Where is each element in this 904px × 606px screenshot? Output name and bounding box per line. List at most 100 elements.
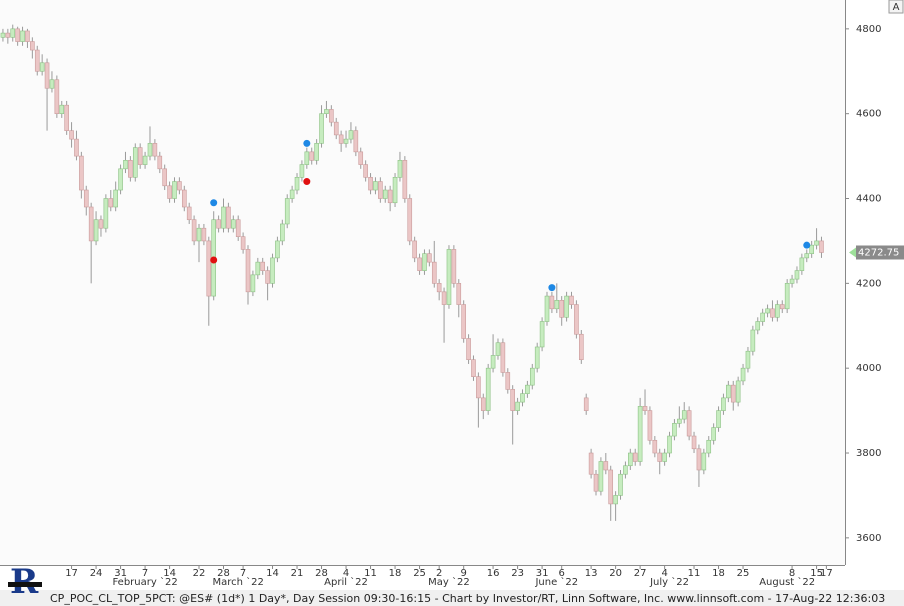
candle-body <box>809 244 814 254</box>
candle-body <box>672 423 677 437</box>
y-tick-label: 4600 <box>856 109 881 120</box>
candle-body <box>480 397 486 411</box>
candle-body <box>270 257 275 284</box>
candle-body <box>588 452 594 475</box>
candle-body <box>304 151 310 165</box>
candle-body <box>216 219 221 229</box>
candle-body <box>529 367 535 386</box>
x-tick-label: 22 <box>193 568 206 579</box>
y-tick-label: 4200 <box>856 278 881 289</box>
candle-body <box>167 185 172 199</box>
corner-button-label[interactable]: A <box>893 2 900 13</box>
candle-body <box>319 113 324 144</box>
candle-body <box>456 283 462 305</box>
signal-dot <box>210 199 218 207</box>
last-price-pointer <box>849 247 856 258</box>
x-tick-label: 28 <box>217 568 230 579</box>
candle-body <box>686 410 692 437</box>
candle-body <box>760 312 765 322</box>
candle-body <box>466 338 471 360</box>
signal-dot <box>303 178 311 186</box>
x-tick-label: 14 <box>266 568 279 579</box>
candle-body <box>681 410 687 420</box>
x-tick-label: 7 <box>240 568 246 579</box>
candle-body <box>289 189 295 199</box>
candle-body <box>784 283 790 310</box>
candle-body <box>255 261 261 276</box>
candle-body <box>250 274 256 293</box>
x-tick-label: 20 <box>609 568 622 579</box>
candle-body <box>231 219 236 229</box>
candle-body <box>30 41 35 51</box>
candle-body <box>59 104 65 114</box>
candle-body <box>64 104 69 131</box>
candle-body <box>98 219 104 229</box>
candle-body <box>177 181 182 191</box>
x-tick-label: 28 <box>315 568 328 579</box>
candle-body <box>520 393 525 403</box>
candle-body <box>490 355 496 369</box>
signal-dot <box>548 284 556 292</box>
candle-body <box>392 177 398 204</box>
candle-body <box>608 469 614 505</box>
x-tick-label: 16 <box>487 568 500 579</box>
x-tick-label: 25 <box>413 568 426 579</box>
candle-body <box>525 384 530 394</box>
candle-body <box>476 376 481 399</box>
candle-body <box>226 206 231 229</box>
candle-body <box>54 79 60 114</box>
x-tick-label: 17 <box>65 568 78 579</box>
x-tick-label: 11 <box>688 568 701 579</box>
candle-body <box>711 427 716 441</box>
candle-body <box>618 473 623 496</box>
candle-body <box>647 410 653 441</box>
candle-body <box>534 346 540 369</box>
candle-body <box>579 333 584 360</box>
candle-body <box>539 321 545 348</box>
candle-body <box>510 389 515 411</box>
candle-body <box>417 257 422 271</box>
y-tick-label: 4800 <box>856 24 881 35</box>
candle-body <box>495 342 501 356</box>
signal-dot <box>303 139 311 147</box>
corner-button[interactable] <box>888 0 904 14</box>
candle-body <box>677 418 682 424</box>
candle-body <box>735 380 741 403</box>
candle-body <box>108 198 114 208</box>
candle-body <box>142 155 148 165</box>
month-label: April `22 <box>324 576 368 588</box>
month-label: August `22 <box>759 576 815 588</box>
candle-body <box>642 406 648 411</box>
x-tick-label: 27 <box>634 568 647 579</box>
candle-body <box>15 28 20 42</box>
x-tick-label: 11 <box>364 568 377 579</box>
x-tick-label: 17 <box>820 568 833 579</box>
candle-body <box>461 304 466 339</box>
candle-body <box>206 240 212 297</box>
candle-body <box>652 439 658 454</box>
x-tick-label: 8 <box>789 568 795 579</box>
candle-body <box>162 168 167 187</box>
candle-body <box>240 236 246 250</box>
candle-body <box>186 206 192 221</box>
y-tick-label: 4400 <box>856 194 881 205</box>
logo: R <box>8 562 42 602</box>
month-label: March `22 <box>213 576 264 588</box>
candle-body <box>402 160 408 199</box>
candle-body <box>696 448 702 471</box>
x-tick-label: 4 <box>343 568 349 579</box>
candle-body <box>505 372 511 390</box>
candle-body <box>88 206 94 242</box>
logo-bar <box>8 582 42 587</box>
candle-body <box>726 384 731 399</box>
candle-body <box>706 439 712 454</box>
y-tick-label: 4000 <box>856 363 881 374</box>
candle-body <box>549 295 555 310</box>
candle-body <box>201 227 207 242</box>
candle-body <box>559 300 564 318</box>
candle-body <box>260 261 266 271</box>
x-tick-label: 31 <box>536 568 549 579</box>
candle-body <box>113 189 118 208</box>
candle-body <box>25 30 30 42</box>
